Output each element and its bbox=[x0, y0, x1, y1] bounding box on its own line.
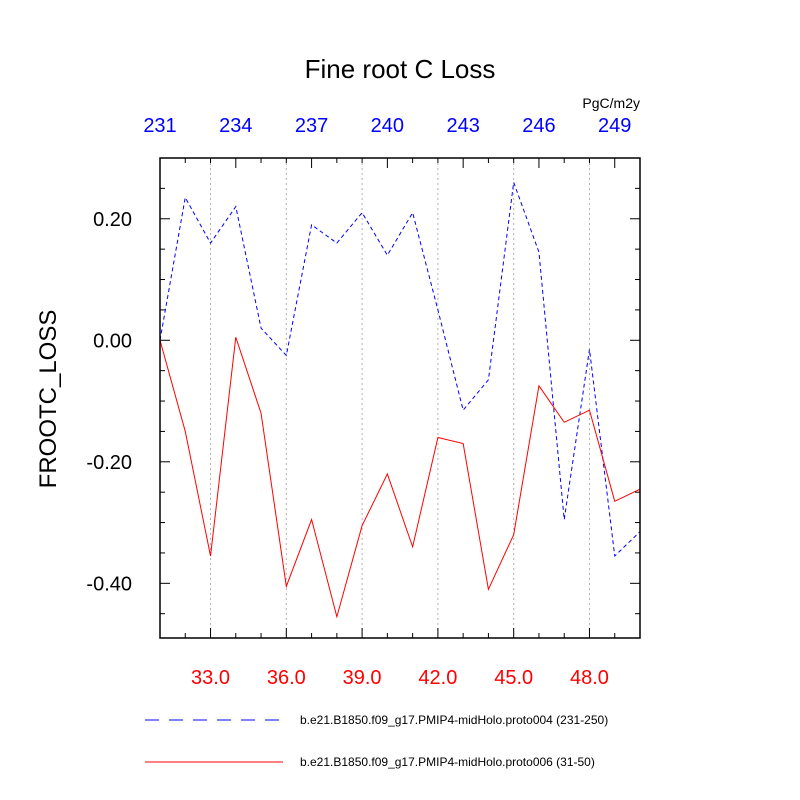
tick-labels: 33.0 36.0 39.0 42.0 45.0 48.0 231 234 237 240 243 2… bbox=[86, 115, 631, 689]
y-axis-label: FROOTC_LOSS bbox=[35, 310, 62, 489]
top-axis-tick-label: 243 bbox=[446, 115, 479, 137]
top-axis-tick-label: 237 bbox=[295, 115, 328, 137]
legend: b.e21.B1850.f09_g17.PMIP4-midHolo.proto0… bbox=[145, 713, 608, 769]
y-axis-tick-label: -0.20 bbox=[86, 452, 132, 474]
bottom-axis-tick-label: 42.0 bbox=[418, 667, 457, 689]
bottom-axis-tick-label: 39.0 bbox=[343, 667, 382, 689]
y-axis-tick-label: -0.40 bbox=[86, 573, 132, 595]
top-axis-tick-label: 231 bbox=[143, 115, 176, 137]
bottom-axis-tick-label: 33.0 bbox=[191, 667, 230, 689]
top-axis-tick-label: 240 bbox=[371, 115, 404, 137]
plot-frame bbox=[159, 157, 641, 639]
chart-title: Fine root C Loss bbox=[305, 54, 496, 84]
series-proto004-line bbox=[159, 182, 641, 558]
y-axis-tick-label: 0.00 bbox=[93, 330, 132, 352]
y-axis-tick-label: 0.20 bbox=[93, 209, 132, 231]
legend-label: b.e21.B1850.f09_g17.PMIP4-midHolo.proto0… bbox=[300, 755, 595, 769]
top-axis-tick-label: 246 bbox=[522, 115, 555, 137]
top-axis-tick-label: 249 bbox=[598, 115, 631, 137]
units-label: PgC/m2y bbox=[582, 95, 640, 111]
bottom-axis-tick-label: 36.0 bbox=[267, 667, 306, 689]
legend-label: b.e21.B1850.f09_g17.PMIP4-midHolo.proto0… bbox=[300, 713, 608, 727]
series-proto006-line bbox=[159, 337, 641, 619]
bottom-axis-tick-label: 48.0 bbox=[570, 667, 609, 689]
gridlines bbox=[210, 158, 590, 638]
bottom-axis-tick-label: 45.0 bbox=[494, 667, 533, 689]
axis-ticks bbox=[159, 158, 641, 638]
top-axis-tick-label: 234 bbox=[219, 115, 252, 137]
series-lines bbox=[159, 182, 641, 619]
